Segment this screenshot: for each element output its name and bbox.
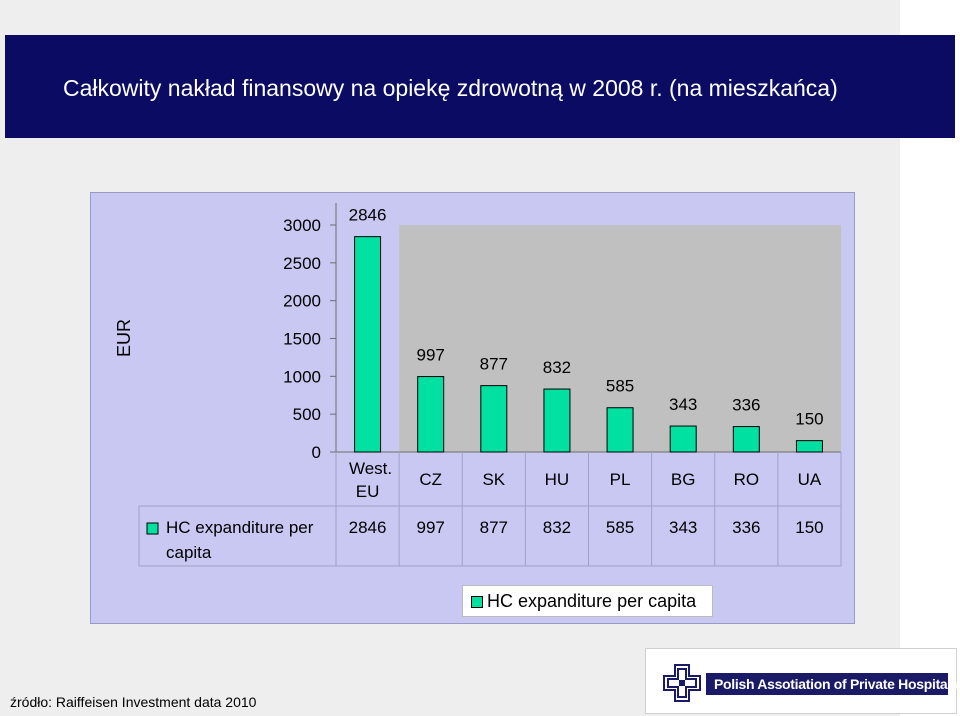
- table-legend-swatch: [146, 522, 159, 535]
- category-label: BG: [671, 470, 696, 489]
- table-row-label: capita: [166, 543, 212, 562]
- data-label: 2846: [349, 206, 387, 225]
- title-bar: Całkowity nakład finansowy na opiekę zdr…: [5, 35, 955, 138]
- y-tick-label: 1500: [283, 330, 321, 349]
- table-cell: 336: [732, 518, 760, 537]
- chart-title: Całkowity nakład finansowy na opiekę zdr…: [63, 75, 838, 101]
- table-cell: 2846: [349, 518, 387, 537]
- chart-area: 3000 2500 2000 1500 1000 500 0 EUR 2846 West. EU 99…: [90, 192, 855, 624]
- y-axis-title: EUR: [114, 319, 134, 357]
- y-tick-label: 2000: [283, 292, 321, 311]
- y-tick-label: 500: [293, 405, 321, 424]
- y-tick-label: 2500: [283, 254, 321, 273]
- bar: [669, 425, 697, 453]
- category-label: West.: [349, 459, 392, 478]
- category-label: HU: [545, 470, 570, 489]
- logo: Polish Assotiation of Private Hospitals: [645, 648, 959, 714]
- table-cell: 585: [606, 518, 634, 537]
- hospital-cross-icon: [662, 663, 702, 703]
- logo-text: Polish Assotiation of Private Hospitals: [714, 676, 959, 692]
- table-cell: 877: [480, 518, 508, 537]
- y-tick-label: 0: [312, 443, 321, 462]
- bar: [732, 426, 760, 453]
- y-tick-label: 1000: [283, 367, 321, 386]
- category-label: PL: [610, 470, 631, 489]
- data-label: 336: [732, 396, 760, 415]
- table-cell: 997: [417, 518, 445, 537]
- legend-label: HC expanditure per capita: [487, 591, 697, 611]
- table-cell: 832: [543, 518, 571, 537]
- bar: [480, 385, 508, 453]
- table-row-label: HC expanditure per: [166, 518, 314, 537]
- legend: HC expanditure per capita: [462, 585, 713, 617]
- bar: [795, 440, 823, 453]
- data-label: 877: [480, 355, 508, 374]
- data-label: 832: [543, 358, 571, 377]
- category-label: SK: [482, 470, 505, 489]
- data-label: 997: [417, 346, 445, 365]
- y-tick-label: 3000: [283, 216, 321, 235]
- data-label: 150: [795, 410, 823, 429]
- category-label: CZ: [419, 470, 442, 489]
- category-label: EU: [356, 482, 380, 501]
- bar: [606, 407, 634, 453]
- legend-swatch: [471, 596, 483, 608]
- table-cell: 150: [795, 518, 823, 537]
- category-label: RO: [734, 470, 760, 489]
- bar-chart: 3000 2500 2000 1500 1000 500 0 EUR 2846 West. EU 99…: [114, 203, 842, 567]
- data-label: 585: [606, 377, 634, 396]
- bar: [417, 376, 445, 453]
- source-note: źródło: Raiffeisen Investment data 2010: [10, 694, 257, 710]
- bar: [354, 236, 382, 453]
- category-label: UA: [798, 470, 822, 489]
- table-cell: 343: [669, 518, 697, 537]
- bar: [543, 388, 571, 453]
- logo-band: Polish Assotiation of Private Hospitals: [706, 673, 959, 695]
- data-label: 343: [669, 395, 697, 414]
